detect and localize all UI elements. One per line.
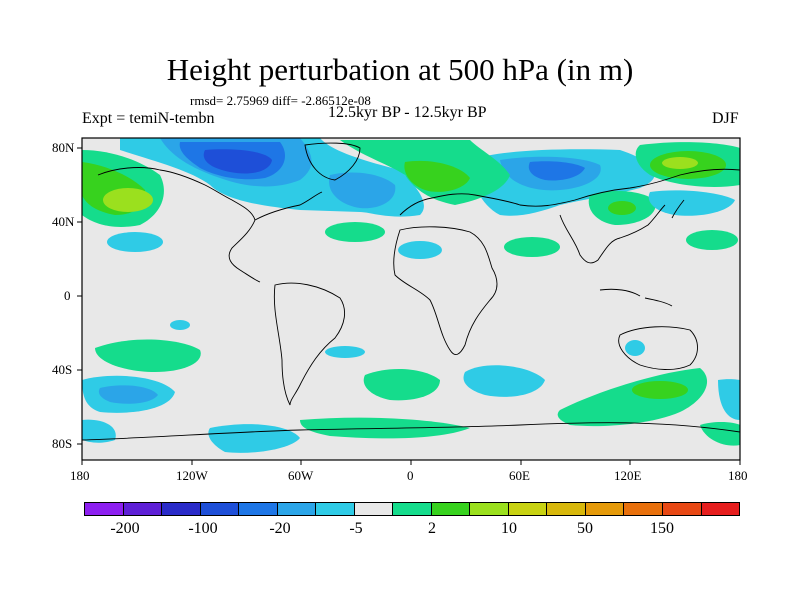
coast-africa: [393, 226, 498, 356]
colorbar-swatch-7: [354, 503, 394, 515]
contour-north-positive-pacific-3: [103, 188, 153, 212]
lon-tick-0: 0: [407, 468, 414, 483]
lon-tick-120w: 120W: [176, 468, 208, 483]
colorbar-swatch-0: [85, 503, 124, 515]
colorbar-swatch-4: [239, 503, 278, 515]
contour-south-negative-7: [718, 379, 740, 420]
colorbar-swatch-13: [585, 503, 625, 515]
colorbar-label-neg5: -5: [349, 520, 363, 537]
season-label: DJF: [712, 110, 739, 127]
colorbar-label-10: 10: [501, 520, 517, 537]
contour-tropic-2: [325, 222, 385, 242]
colorbar-label-50: 50: [577, 520, 593, 537]
contour-north-positive-asia-2: [608, 201, 636, 215]
coast-north-america: [97, 167, 323, 283]
contour-south-negative-atlantic-1: [325, 346, 365, 358]
colorbar-swatch-8: [393, 503, 432, 515]
colorbar-label-2: 2: [428, 520, 436, 537]
lon-tick-120e: 120E: [614, 468, 642, 483]
colorbar-label-neg200: -200: [110, 520, 140, 537]
colorbar-swatch-16: [701, 503, 740, 515]
contour-south-positive-2: [363, 368, 440, 401]
contour-south-negative-5: [208, 424, 300, 453]
contour-tropic-4: [504, 237, 560, 257]
colorbar-swatch-6: [316, 503, 355, 515]
colorbar-swatch-10: [470, 503, 509, 515]
contour-tropic-5: [686, 230, 738, 250]
lon-tick-60w: 60W: [288, 468, 314, 483]
contour-tropic-1: [107, 232, 163, 252]
coast-japan: [671, 199, 685, 219]
lon-tick-180e: 180: [728, 468, 748, 483]
contour-north-positive-europe-2: [404, 160, 470, 192]
colorbar-swatch-2: [162, 503, 201, 515]
colorbar-swatch-1: [123, 503, 163, 515]
coastlines: [82, 142, 740, 441]
experiment-label: Expt = temiN-tembn: [82, 110, 215, 127]
contour-tropic-3: [398, 241, 442, 259]
subtitle: 12.5kyr BP - 12.5kyr BP: [328, 104, 487, 121]
colorbar-swatch-11: [508, 503, 548, 515]
coast-australia: [618, 326, 698, 370]
colorbar-label-150: 150: [650, 520, 674, 537]
contour-tropic-6: [170, 320, 190, 330]
colorbar-swatch-3: [200, 503, 240, 515]
lat-tick-40n: 40N: [52, 214, 75, 229]
colorbar-label-neg20: -20: [269, 520, 291, 537]
coast-greenland: [304, 142, 361, 181]
lon-tick-60e: 60E: [509, 468, 530, 483]
plot-title: Height perturbation at 500 hPa (in m): [166, 52, 634, 87]
contour-south-negative-1b: [98, 385, 158, 404]
colorbar-swatch-9: [431, 503, 471, 515]
lat-tick-40s: 40S: [52, 362, 73, 377]
contour-north-strong-6: [528, 161, 585, 181]
contour-south-positive-4b: [632, 381, 688, 399]
coast-south-america: [273, 282, 346, 406]
contour-south-negative-3: [463, 365, 545, 397]
contour-north-negative-asia-east: [648, 190, 735, 216]
colorbar-swatch-15: [662, 503, 702, 515]
contour-north-positive-east-3: [662, 157, 698, 169]
coast-indonesia: [599, 288, 673, 307]
lat-tick-0: 0: [64, 288, 71, 303]
contour-tropic-7: [625, 340, 645, 356]
colorbar-swatch-14: [624, 503, 663, 515]
lon-tick-180w: 180: [70, 468, 90, 483]
stats-text: rmsd= 2.75969 diff= -2.86512e-08: [190, 93, 371, 108]
lat-tick-80s: 80S: [52, 436, 73, 451]
colorbar-swatch-12: [547, 503, 586, 515]
contour-south-negative-6: [82, 419, 116, 443]
coast-eurasia: [399, 168, 740, 264]
contour-south-positive-pacific: [95, 339, 201, 372]
contour-north-strong-3: [203, 149, 272, 174]
colorbar-swatch-5: [277, 503, 317, 515]
contour-north-strong-4: [329, 172, 396, 209]
colorbar: [84, 502, 740, 516]
coast-antarctica: [82, 422, 740, 441]
lat-tick-80n: 80N: [52, 140, 75, 155]
lat-tick-marks: [77, 147, 741, 465]
colorbar-label-neg100: -100: [188, 520, 218, 537]
contour-field: [82, 138, 740, 453]
